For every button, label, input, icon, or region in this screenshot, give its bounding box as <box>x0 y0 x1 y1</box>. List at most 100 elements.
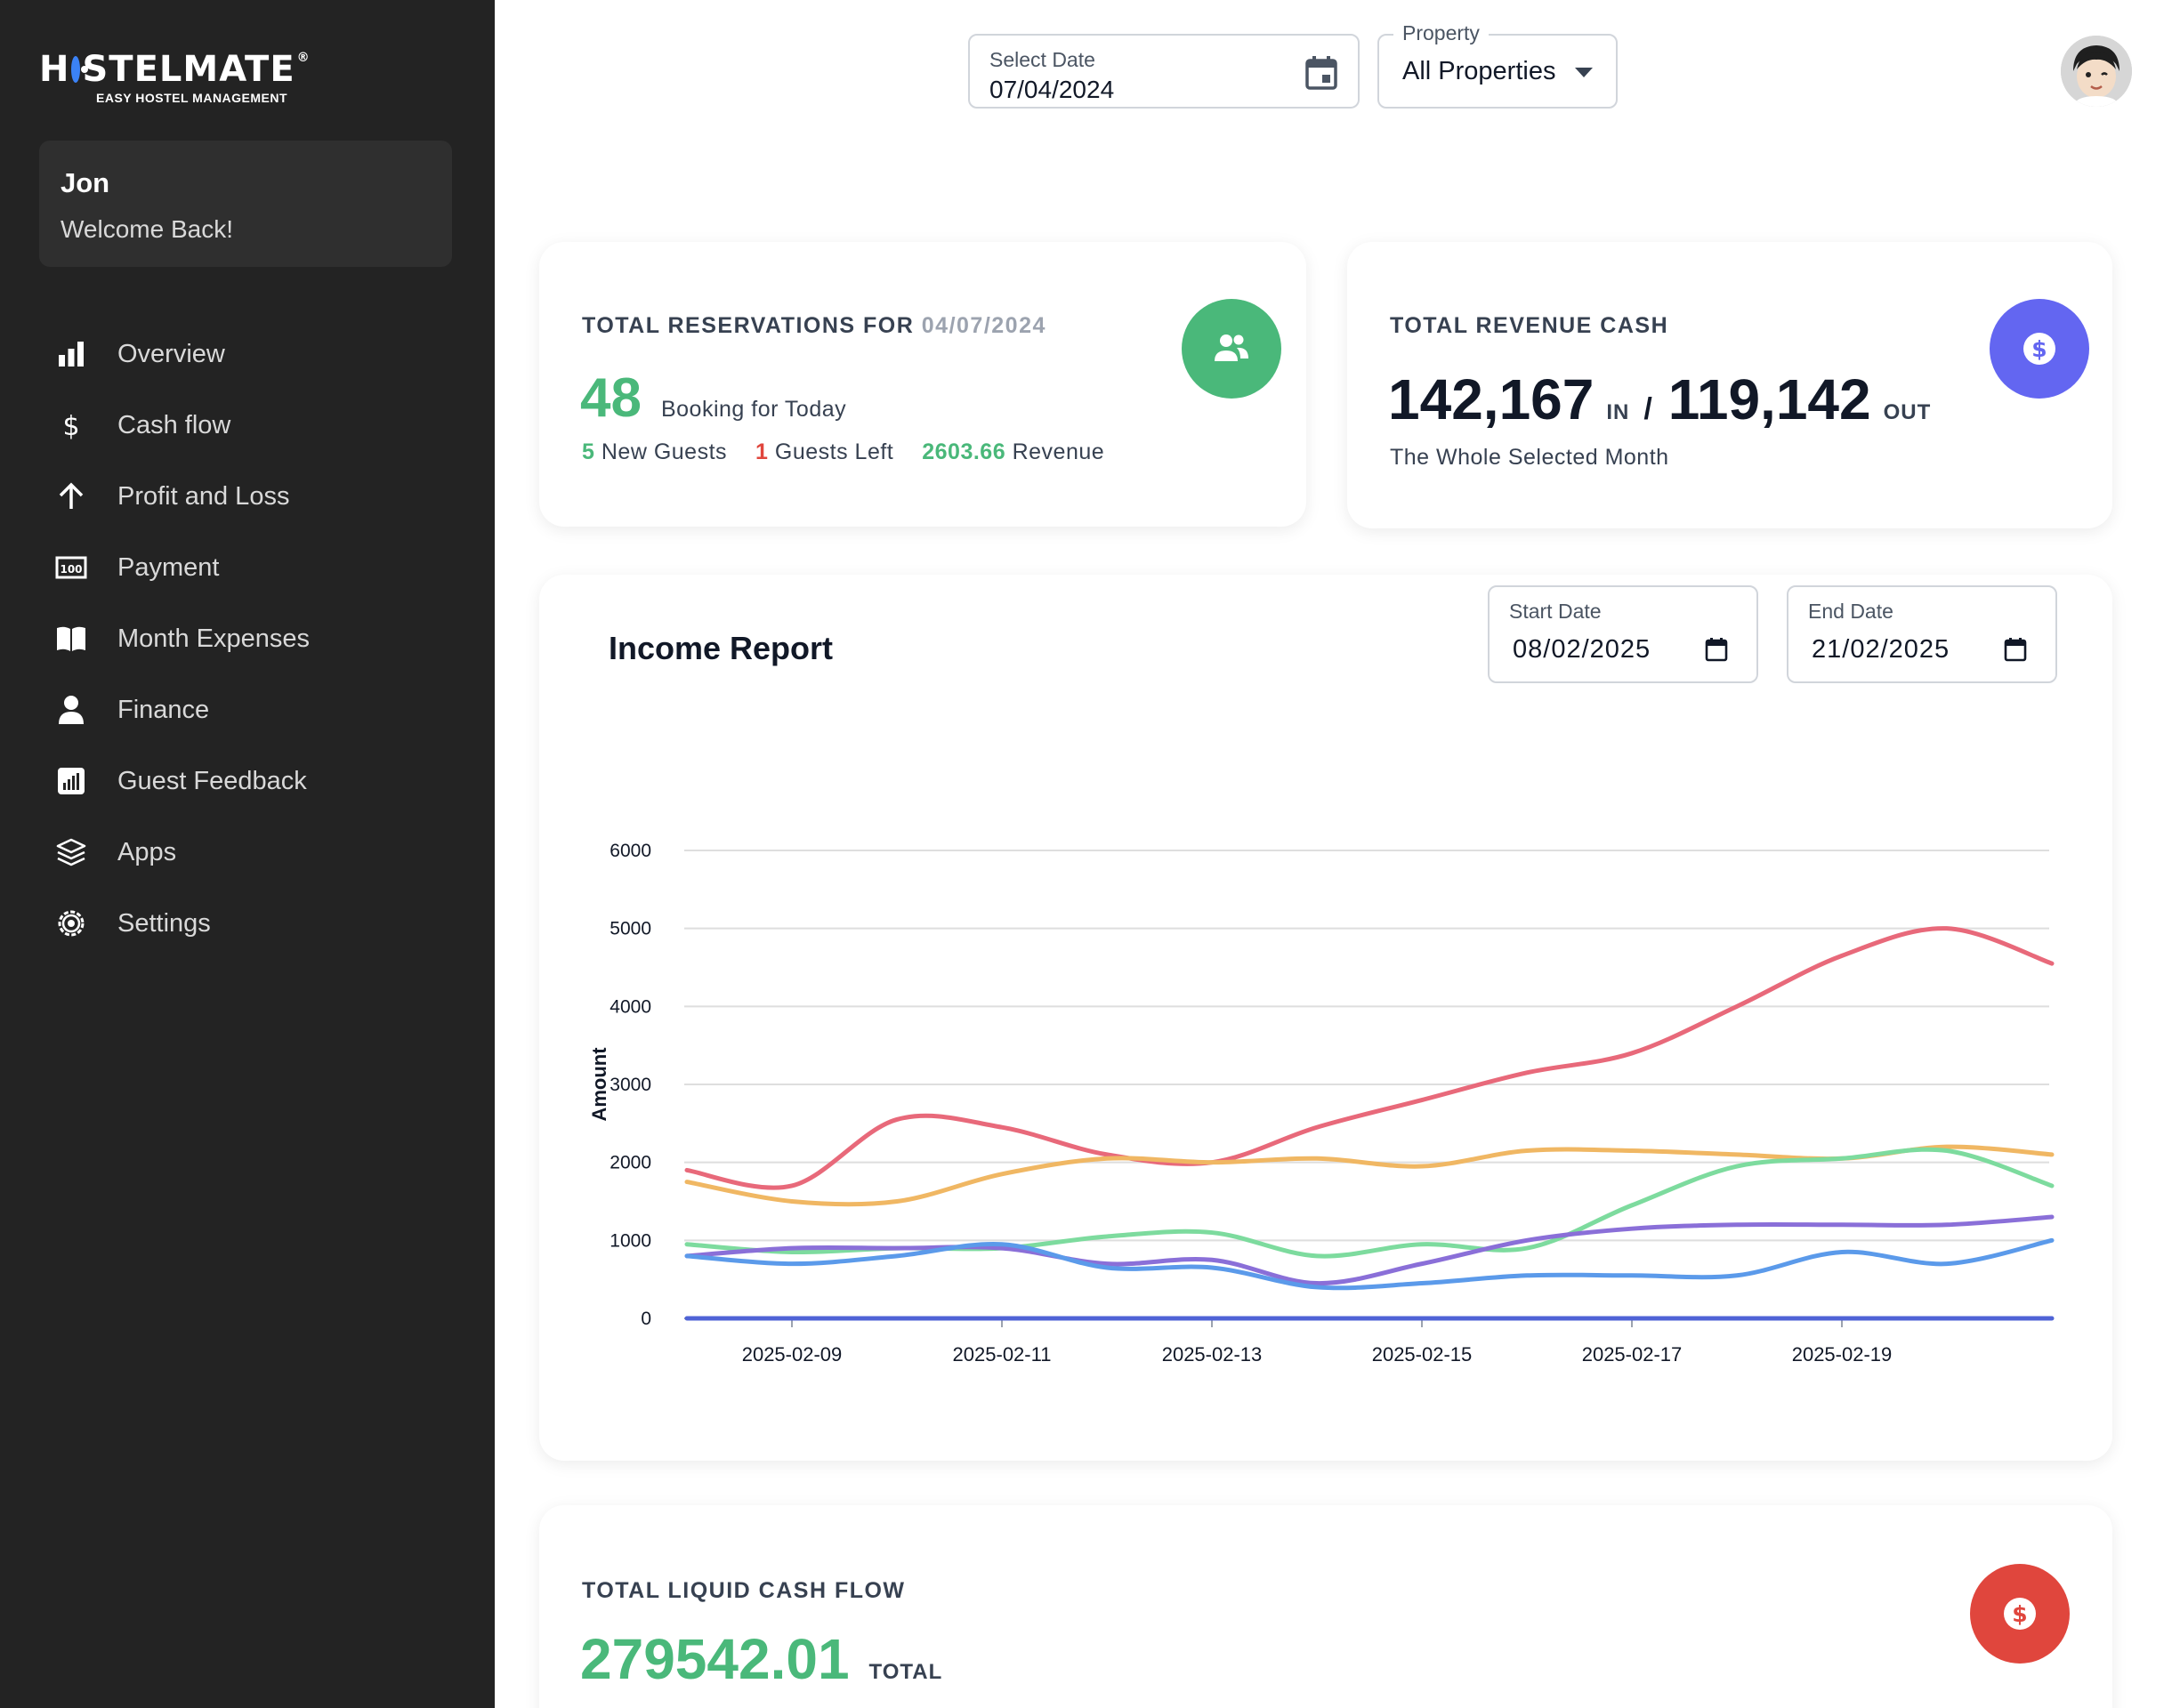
liquid-cash-card: TOTAL LIQUID CASH FLOW 279542.01 TOTAL $ <box>539 1505 2112 1708</box>
revenue-title: TOTAL REVENUE CASH <box>1390 313 1669 338</box>
select-date-field[interactable]: Select Date 07/04/2024 <box>968 34 1360 109</box>
revenue-badge: $ <box>1990 299 2089 399</box>
reservations-card: TOTAL RESERVATIONS FOR 04/07/2024 48 Boo… <box>539 242 1306 527</box>
series-line-2 <box>684 1144 2055 1207</box>
reservations-count: 48 <box>580 367 642 429</box>
guests-left-stat: 1 Guests Left <box>755 439 894 464</box>
end-date-field[interactable]: End Date 21/02/2025 <box>1787 585 2057 683</box>
series-line-5 <box>684 1237 2055 1291</box>
avatar[interactable] <box>2061 36 2132 107</box>
calendar-icon[interactable] <box>2004 637 2027 666</box>
sidebar-item-cash-flow[interactable]: $ Cash flow <box>0 390 495 461</box>
arrow-up-icon <box>53 479 89 514</box>
sidebar-item-apps[interactable]: Apps <box>0 817 495 888</box>
gear-icon <box>53 906 89 941</box>
income-report-title: Income Report <box>609 630 834 666</box>
revenue-out-label: OUT <box>1883 400 1932 424</box>
revenue-separator: / <box>1643 392 1652 426</box>
sidebar-item-overview[interactable]: Overview <box>0 318 495 390</box>
reservations-count-label: Booking for Today <box>660 397 847 422</box>
svg-text:$: $ <box>2031 336 2047 362</box>
revenue-out-value: 119,142 <box>1667 367 1871 431</box>
layers-icon <box>53 834 89 870</box>
property-label: Property <box>1393 21 1489 45</box>
x-tick-label: 2025-02-19 <box>1792 1343 1893 1366</box>
svg-text:$: $ <box>62 411 79 440</box>
user-name: Jon <box>61 167 110 198</box>
liquid-cash-unit: TOTAL <box>868 1660 943 1684</box>
property-value: All Properties <box>1402 57 1556 85</box>
x-tick-label: 2025-02-09 <box>742 1343 843 1366</box>
book-icon <box>53 621 89 657</box>
y-tick-label: 6000 <box>610 841 651 861</box>
sidebar-nav: Overview $ Cash flow Profit and Loss 100… <box>0 318 495 959</box>
property-select[interactable]: Property All Properties <box>1377 21 1618 109</box>
sidebar-item-profit-and-loss[interactable]: Profit and Loss <box>0 461 495 532</box>
reservations-stats: 5 New Guests 1 Guests Left 2603.66 Reven… <box>582 439 1133 465</box>
y-tick-label: 4000 <box>610 996 651 1017</box>
sidebar-item-guest-feedback[interactable]: Guest Feedback <box>0 745 495 817</box>
feedback-chart-icon <box>53 763 89 799</box>
reservations-count-row: 48 Booking for Today <box>580 367 846 430</box>
dollar-circle-icon: $ <box>2004 1598 2036 1630</box>
start-date-field[interactable]: Start Date 08/02/2025 <box>1488 585 1758 683</box>
welcome-message: Welcome Back! <box>61 215 233 243</box>
revenue-values-row: 142,167 IN / 119,142 OUT <box>1388 367 1931 432</box>
start-date-value: 08/02/2025 <box>1513 635 1651 664</box>
end-date-value: 21/02/2025 <box>1812 635 1950 664</box>
liquid-cash-row: 279542.01 TOTAL <box>580 1626 942 1692</box>
reservations-title: TOTAL RESERVATIONS FOR 04/07/2024 <box>582 313 1046 338</box>
calendar-icon[interactable] <box>1304 55 1338 95</box>
sidebar-item-settings[interactable]: Settings <box>0 888 495 959</box>
calendar-icon[interactable] <box>1705 637 1728 666</box>
revenue-in-value: 142,167 <box>1388 367 1595 431</box>
select-date-label: Select Date <box>989 48 1095 71</box>
guests-badge <box>1182 299 1281 399</box>
logo-eye-icon <box>71 56 89 83</box>
user-avatar-icon <box>2061 36 2132 107</box>
welcome-card: Jon Welcome Back! <box>39 141 452 267</box>
banknote-icon: 100 <box>53 550 89 585</box>
svg-text:100: 100 <box>60 563 82 576</box>
svg-text:$: $ <box>2012 1601 2027 1627</box>
hostelmate-logo[interactable]: H STELMATE ® EASY HOSTEL MANAGEMENT <box>39 49 311 110</box>
y-tick-label: 5000 <box>610 919 651 939</box>
y-tick-label: 0 <box>641 1309 651 1329</box>
sidebar-item-finance[interactable]: Finance <box>0 674 495 745</box>
x-tick-label: 2025-02-15 <box>1372 1343 1473 1366</box>
x-tick-label: 2025-02-11 <box>953 1343 1052 1366</box>
dollar-icon: $ <box>53 407 89 443</box>
revenue-in-label: IN <box>1606 400 1630 424</box>
sidebar: H STELMATE ® EASY HOSTEL MANAGEMENT Jon … <box>0 0 495 1708</box>
series-line-4 <box>684 1214 2055 1286</box>
bar-chart-icon <box>53 336 89 372</box>
series-line-1 <box>684 926 2055 1190</box>
y-axis-label: Amount <box>588 1047 610 1122</box>
liquid-cash-value: 279542.01 <box>580 1627 850 1691</box>
sidebar-item-payment[interactable]: 100 Payment <box>0 532 495 603</box>
reservations-date: 04/07/2024 <box>921 313 1046 338</box>
x-tick-label: 2025-02-13 <box>1162 1343 1263 1366</box>
income-line-chart: 0 1000 2000 3000 4000 5000 6000 Amount 2025-02-0… <box>588 841 2055 1366</box>
logo-tagline: EASY HOSTEL MANAGEMENT <box>96 91 288 105</box>
logo-wordmark: H STELMATE ® <box>39 49 311 90</box>
select-date-value: 07/04/2024 <box>989 76 1115 103</box>
y-tick-label: 3000 <box>610 1075 651 1095</box>
new-guests-stat: 5 New Guests <box>582 439 728 464</box>
end-date-label: End Date <box>1808 600 1893 623</box>
start-date-label: Start Date <box>1509 600 1602 623</box>
dollar-circle-icon: $ <box>2023 333 2055 365</box>
liquid-cash-title: TOTAL LIQUID CASH FLOW <box>582 1578 906 1603</box>
revenue-subtitle: The Whole Selected Month <box>1390 445 1669 470</box>
sidebar-item-month-expenses[interactable]: Month Expenses <box>0 603 495 674</box>
person-icon <box>53 692 89 728</box>
revenue-card: TOTAL REVENUE CASH 142,167 IN / 119,142 … <box>1347 242 2112 528</box>
liquid-cash-badge: $ <box>1970 1564 2070 1664</box>
y-tick-label: 2000 <box>610 1153 651 1173</box>
revenue-stat: 2603.66 Revenue <box>922 439 1105 464</box>
x-tick-label: 2025-02-17 <box>1582 1343 1683 1366</box>
users-icon <box>1215 334 1248 361</box>
y-tick-label: 1000 <box>610 1230 651 1251</box>
income-report-card: Income Report Start Date 08/02/2025 End … <box>539 575 2112 1461</box>
chevron-down-icon <box>1575 68 1593 77</box>
